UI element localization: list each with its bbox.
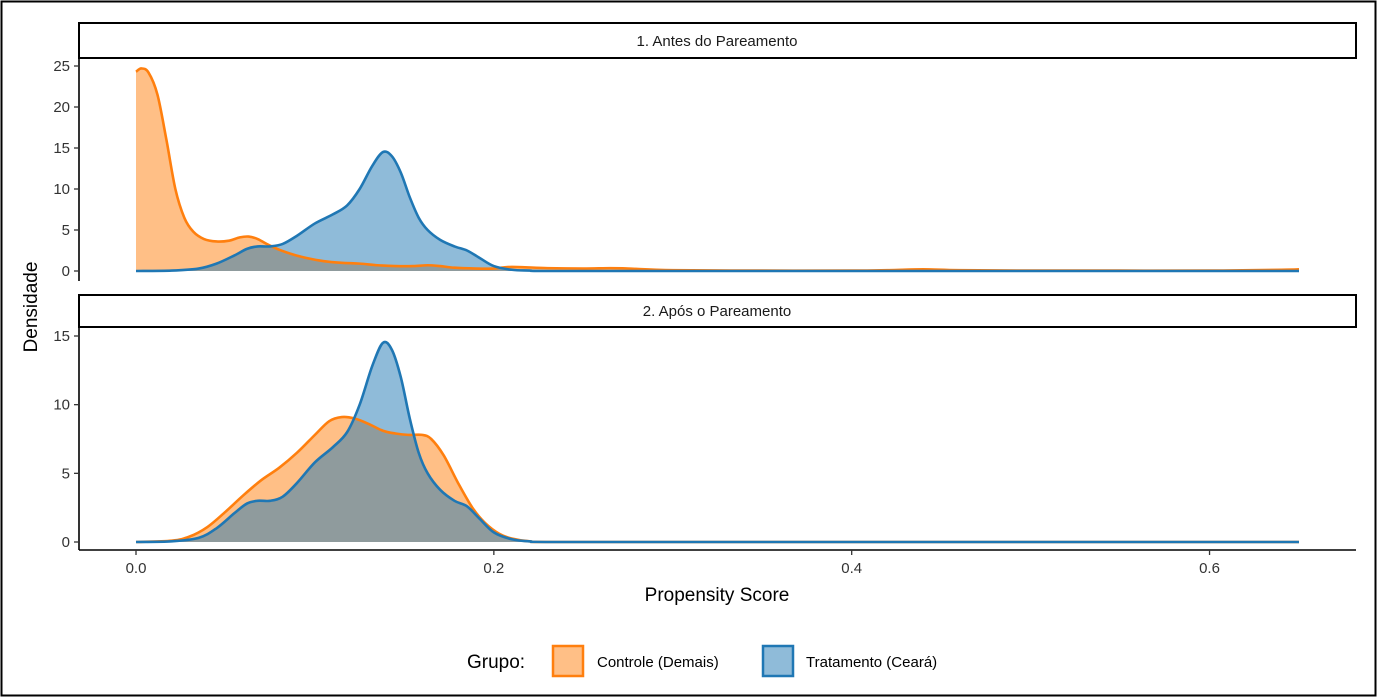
x-axis-title: Propensity Score [645,585,790,606]
panel-1-title: 1. Antes do Pareamento [637,33,798,50]
y-tick-label: 0 [62,534,70,551]
panel-2-title: 2. Após o Pareamento [643,303,791,320]
y-tick-label: 10 [53,397,70,414]
panel-2-plot: 0 5 10 15 [53,327,1299,551]
legend: Grupo: Controle (Demais) Tratamento (Cea… [467,644,937,678]
y-axis-title: Densidade [21,262,42,353]
y-tick-label: 25 [53,58,70,75]
y-tick-label: 20 [53,99,70,116]
x-tick-label: 0.4 [841,560,862,577]
panel-1-plot: 0 5 10 15 20 25 [53,58,1300,281]
density-area-tratamento-panel-1 [136,151,1299,272]
y-tick-label: 15 [53,140,70,157]
x-tick-label: 0.6 [1199,560,1220,577]
legend-title: Grupo: [467,652,525,673]
panel-1-strip [78,22,1357,59]
density-line-tratamento-panel-2 [135,340,1299,544]
y-tick-label: 0 [62,263,70,280]
x-axis: 0.0 0.2 0.4 0.6 [79,549,1356,577]
y-tick-label: 5 [62,222,70,239]
density-area-tratamento-panel-2 [136,341,1299,543]
x-tick-label: 0.2 [483,560,504,577]
y-tick-label: 5 [62,465,70,482]
panel-2-strip [78,294,1357,328]
density-line-tratamento-panel-1 [135,150,1299,273]
y-tick-label: 10 [53,181,70,198]
y-tick-label: 15 [53,328,70,345]
legend-label-controle: Controle (Demais) [597,654,719,671]
x-tick-label: 0.0 [126,560,147,577]
legend-swatch-controle [551,644,585,678]
legend-swatch-tratamento [761,644,795,678]
legend-label-tratamento: Tratamento (Ceará) [806,654,937,671]
